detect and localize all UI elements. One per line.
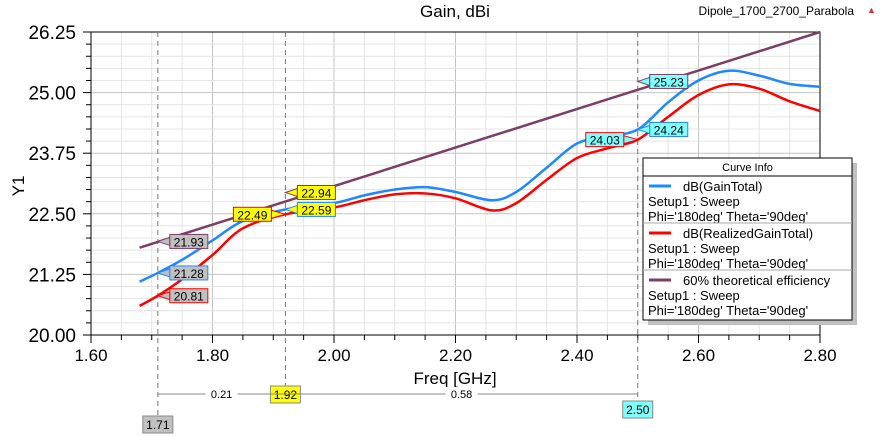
- marker-x-label: 2.50: [626, 403, 650, 417]
- marker-value: 22.94: [301, 186, 331, 200]
- marker-value-box: [296, 201, 336, 217]
- x-tick-label: 2.20: [439, 346, 472, 365]
- y-axis-label: Y1: [9, 176, 28, 197]
- marker-x-box: [622, 400, 654, 419]
- marker-value: 24.03: [590, 134, 620, 148]
- x-tick-label: 2.60: [682, 346, 715, 365]
- x-tick-label: 1.60: [74, 346, 107, 365]
- marker-value: 22.49: [237, 208, 267, 222]
- marker-value: 25.23: [654, 75, 684, 89]
- marker-value: 22.59: [301, 203, 331, 217]
- y-tick-label: 23.75: [28, 144, 76, 165]
- marker-value-box: [169, 233, 209, 249]
- legend-setup: Setup1 : Sweep: [648, 194, 740, 209]
- delta-bg: [205, 387, 238, 401]
- x-axis-label: Freq [GHz]: [413, 369, 496, 388]
- marker-x-box: [142, 415, 174, 434]
- marker-x-label: 1.71: [146, 418, 170, 432]
- x-tick-label: 1.80: [196, 346, 229, 365]
- chart-title: Gain, dBi: [420, 2, 490, 21]
- marker-value-box: [585, 132, 625, 148]
- series-line-2: [139, 30, 821, 249]
- delta-bg: [445, 387, 478, 401]
- y-tick-label: 26.25: [28, 23, 76, 44]
- logo-icon: ▲: [867, 5, 876, 15]
- legend-vars: Phi='180deg' Theta='90deg': [648, 209, 808, 224]
- marker-pointer: [636, 76, 651, 87]
- legend-series-name: dB(GainTotal): [683, 179, 762, 194]
- legend-title: Curve Info: [722, 162, 773, 174]
- project-name: Dipole_1700_2700_Parabola: [699, 4, 855, 18]
- marker-value: 21.93: [174, 235, 204, 249]
- legend-box: [642, 157, 853, 321]
- series-line-0: [139, 69, 821, 283]
- y-tick-label: 25.00: [28, 84, 76, 105]
- marker-value-box: [169, 288, 209, 304]
- marker-value: 20.81: [174, 290, 204, 304]
- x-tick-label: 2.80: [803, 346, 836, 365]
- marker-value-box: [296, 184, 336, 200]
- legend-vars: Phi='180deg' Theta='90deg': [648, 303, 808, 318]
- delta-label: 0.21: [211, 389, 232, 401]
- marker-value-box: [649, 73, 689, 89]
- x-tick-label: 2.00: [317, 346, 350, 365]
- y-tick-label: 21.25: [28, 265, 76, 286]
- legend-series-name: 60% theoretical efficiency: [683, 273, 831, 288]
- legend-setup: Setup1 : Sweep: [648, 288, 740, 303]
- delta-label: 0.58: [451, 389, 472, 401]
- marker-value-box: [232, 206, 272, 222]
- legend-series-name: dB(RealizedGainTotal): [683, 226, 813, 241]
- marker-value-box: [169, 265, 209, 281]
- legend-setup: Setup1 : Sweep: [648, 241, 740, 256]
- marker-pointer: [156, 236, 171, 247]
- marker-value: 24.24: [654, 123, 684, 137]
- series-line-1: [138, 82, 821, 308]
- legend-vars: Phi='180deg' Theta='90deg': [648, 256, 808, 271]
- marker-value-box: [649, 121, 689, 137]
- y-tick-label: 22.50: [28, 205, 76, 226]
- marker-x-label: 1.92: [274, 388, 298, 402]
- x-tick-label: 2.40: [560, 346, 593, 365]
- marker-value: 21.28: [174, 267, 204, 281]
- y-tick-label: 20.00: [28, 326, 76, 347]
